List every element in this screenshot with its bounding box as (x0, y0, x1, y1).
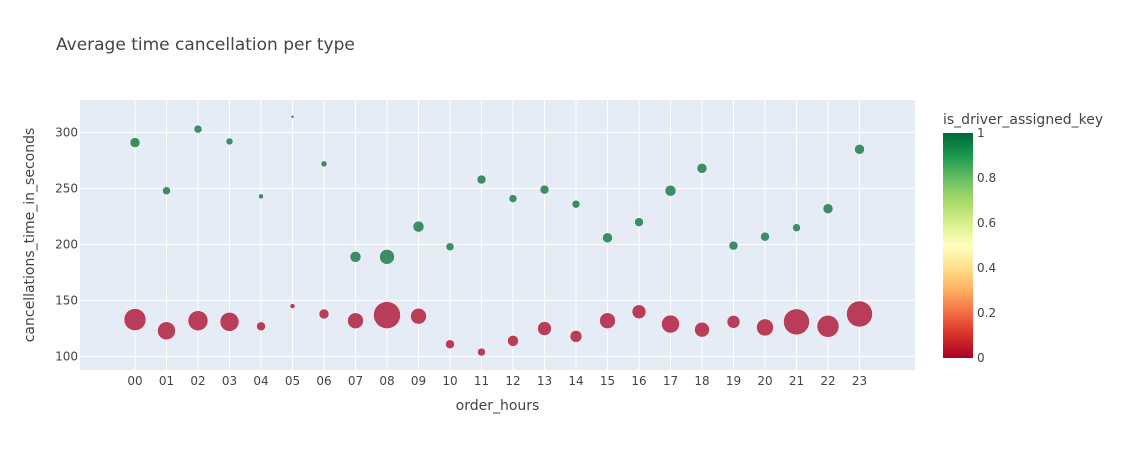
data-point (634, 217, 644, 227)
data-point (445, 339, 455, 349)
y-tick-label: 100 (55, 350, 78, 364)
colorbar-ticks: 0 0.2 0.4 0.6 0.8 1 (977, 126, 996, 365)
data-point (569, 330, 583, 343)
data-point (792, 223, 801, 232)
x-tick-label: 09 (411, 374, 426, 388)
data-point (816, 315, 840, 338)
data-point (162, 186, 171, 195)
data-point (631, 304, 647, 319)
data-point (256, 321, 266, 332)
x-tick-label: 19 (726, 374, 741, 388)
data-point (783, 308, 810, 336)
x-tick-label: 14 (568, 374, 583, 388)
y-tick-label: 250 (55, 182, 78, 196)
data-point (476, 174, 487, 185)
data-point (193, 124, 203, 134)
data-point (756, 318, 774, 337)
x-tick-label: 07 (348, 374, 363, 388)
data-point (728, 240, 739, 251)
data-point (225, 137, 234, 146)
data-point (537, 321, 552, 336)
x-tick-label: 16 (631, 374, 646, 388)
data-point (290, 115, 295, 119)
data-point (349, 251, 362, 263)
x-tick-label: 03 (222, 374, 237, 388)
x-tick-label: 17 (663, 374, 678, 388)
x-tick-label: 06 (316, 374, 331, 388)
data-point (129, 137, 141, 148)
data-point (347, 312, 364, 329)
data-point (602, 232, 613, 244)
data-point (289, 303, 296, 309)
data-point (664, 184, 677, 197)
colorbar-tick-label: 0.4 (977, 261, 996, 275)
data-points (123, 115, 873, 357)
data-point (599, 312, 616, 329)
colorbar-tick-label: 1 (977, 126, 985, 140)
chart-title: Average time cancellation per type (56, 35, 355, 55)
x-tick-label: 18 (694, 374, 709, 388)
data-point (373, 301, 401, 329)
y-axis-ticks: 100 150 200 250 300 (55, 125, 78, 363)
x-tick-label: 00 (127, 374, 142, 388)
y-tick-label: 300 (55, 125, 78, 139)
x-axis-title: order_hours (456, 398, 540, 414)
data-point (477, 347, 486, 357)
data-point (258, 193, 264, 200)
data-point (508, 194, 518, 203)
x-tick-label: 23 (852, 374, 867, 388)
data-point (694, 321, 710, 338)
data-point (822, 203, 834, 214)
x-tick-label: 21 (789, 374, 804, 388)
data-point (846, 300, 873, 328)
data-point (696, 163, 708, 174)
data-point (187, 310, 209, 331)
colorbar: is_driver_assigned_key 0 0.2 0.4 0.6 0.8 1 (943, 112, 1103, 365)
x-tick-label: 13 (537, 374, 552, 388)
data-point (539, 184, 550, 195)
data-point (571, 199, 581, 209)
x-axis-ticks: 00 01 02 03 04 05 06 07 08 09 10 11 12 13 14 15 16 17 18 19… (127, 374, 867, 388)
data-point (661, 314, 680, 334)
data-point (219, 312, 240, 332)
data-point (318, 308, 330, 320)
x-tick-label: 22 (820, 374, 835, 388)
colorbar-tick-label: 0.2 (977, 306, 996, 320)
data-point (123, 308, 147, 331)
plot-background (80, 100, 915, 370)
data-point (410, 307, 427, 325)
x-tick-label: 01 (159, 374, 174, 388)
y-axis-title: cancellations_time_in_seconds (22, 128, 38, 343)
colorbar-gradient (943, 133, 973, 358)
x-tick-label: 20 (757, 374, 772, 388)
y-tick-label: 150 (55, 294, 78, 308)
x-tick-label: 05 (285, 374, 300, 388)
colorbar-tick-label: 0.8 (977, 171, 996, 185)
data-point (320, 160, 328, 168)
x-tick-label: 15 (600, 374, 615, 388)
data-point (412, 220, 425, 233)
data-point (854, 144, 865, 155)
colorbar-tick-label: 0 (977, 351, 985, 365)
x-tick-label: 02 (190, 374, 205, 388)
y-tick-label: 200 (55, 238, 78, 252)
data-point (157, 321, 176, 341)
data-point (507, 335, 519, 347)
x-tick-label: 12 (505, 374, 520, 388)
data-point (726, 315, 741, 329)
colorbar-title: is_driver_assigned_key (943, 112, 1103, 128)
data-point (760, 231, 770, 242)
data-point (445, 242, 455, 252)
colorbar-tick-label: 0.6 (977, 216, 996, 230)
x-tick-label: 11 (474, 374, 489, 388)
x-tick-label: 10 (442, 374, 457, 388)
x-tick-label: 08 (379, 374, 394, 388)
data-point (379, 249, 395, 265)
x-tick-label: 04 (253, 374, 268, 388)
